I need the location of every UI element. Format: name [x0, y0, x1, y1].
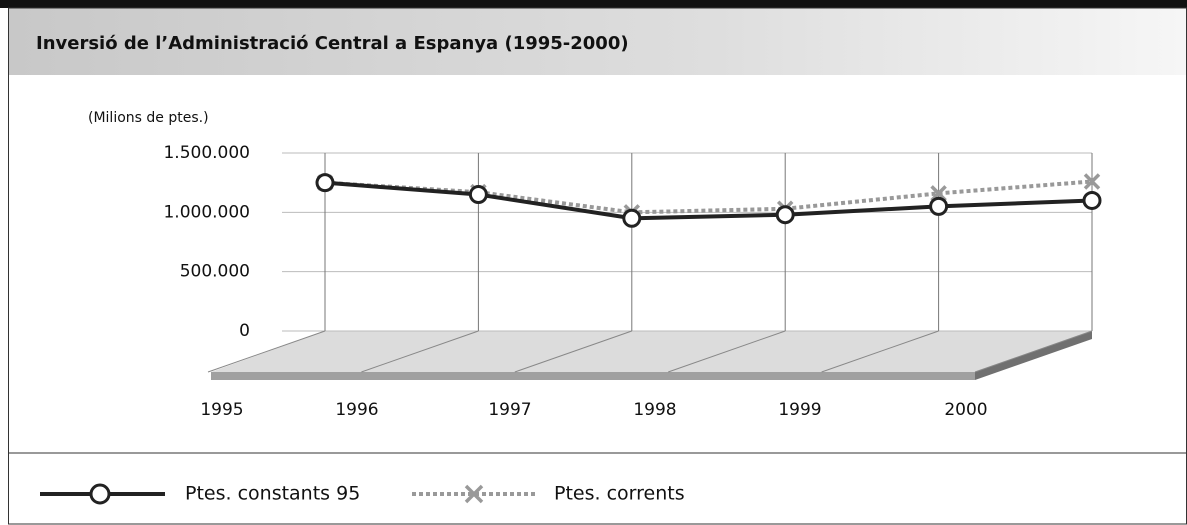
- y-tick-label: 1.000.000: [163, 202, 250, 222]
- floor-line: [514, 330, 632, 373]
- top-bar: [0, 0, 1187, 8]
- floor-line: [668, 330, 786, 373]
- legend-label: Ptes. corrents: [554, 483, 685, 505]
- circle-marker: [468, 185, 488, 205]
- x-marker: [930, 185, 947, 202]
- floor-line: [821, 330, 939, 373]
- floor: [211, 331, 1092, 372]
- axis-label: (Milions de ptes.): [88, 110, 209, 126]
- chart-title: Inversió de l’Administració Central a Es…: [36, 33, 629, 54]
- y-tick-label: 1.500.000: [163, 143, 250, 163]
- x-tick-label: 1998: [633, 400, 676, 420]
- circle-marker: [1082, 190, 1102, 210]
- floor-line: [361, 330, 479, 373]
- legend-marker: [464, 484, 484, 504]
- y-tick-label: 0: [239, 321, 250, 341]
- circle-marker: [622, 208, 642, 228]
- x-marker: [1083, 173, 1101, 190]
- floor-line: [207, 330, 326, 373]
- circle-marker: [929, 196, 949, 216]
- legend-label: Ptes. constants 95: [185, 483, 360, 505]
- floor-front: [211, 372, 975, 380]
- x-tick-label: 2000: [944, 400, 987, 420]
- floor-line: [974, 330, 1093, 373]
- x-tick-label: 1999: [778, 400, 821, 420]
- x-tick-label: 1995: [200, 400, 243, 420]
- title-band: [8, 8, 1187, 75]
- series-line: [324, 179, 1093, 215]
- circle-marker: [315, 173, 335, 193]
- legend-marker: [89, 483, 111, 505]
- circle-marker: [775, 205, 795, 225]
- series-line: [324, 180, 1093, 221]
- floor-side: [975, 331, 1092, 380]
- x-tick-label: 1996: [335, 400, 378, 420]
- x-tick-label: 1997: [488, 400, 531, 420]
- y-tick-label: 500.000: [180, 262, 250, 282]
